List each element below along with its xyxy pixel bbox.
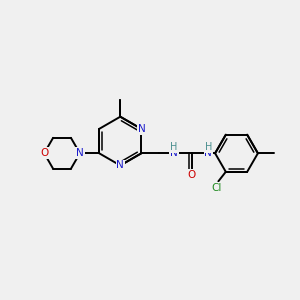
Text: H: H [170, 142, 177, 152]
Text: O: O [40, 148, 48, 158]
Text: N: N [170, 148, 178, 158]
Text: O: O [188, 170, 196, 180]
Text: N: N [137, 124, 145, 134]
Text: Cl: Cl [212, 183, 222, 193]
Text: N: N [76, 148, 84, 158]
Text: N: N [116, 160, 124, 170]
Text: H: H [205, 142, 212, 152]
Text: N: N [204, 148, 212, 158]
